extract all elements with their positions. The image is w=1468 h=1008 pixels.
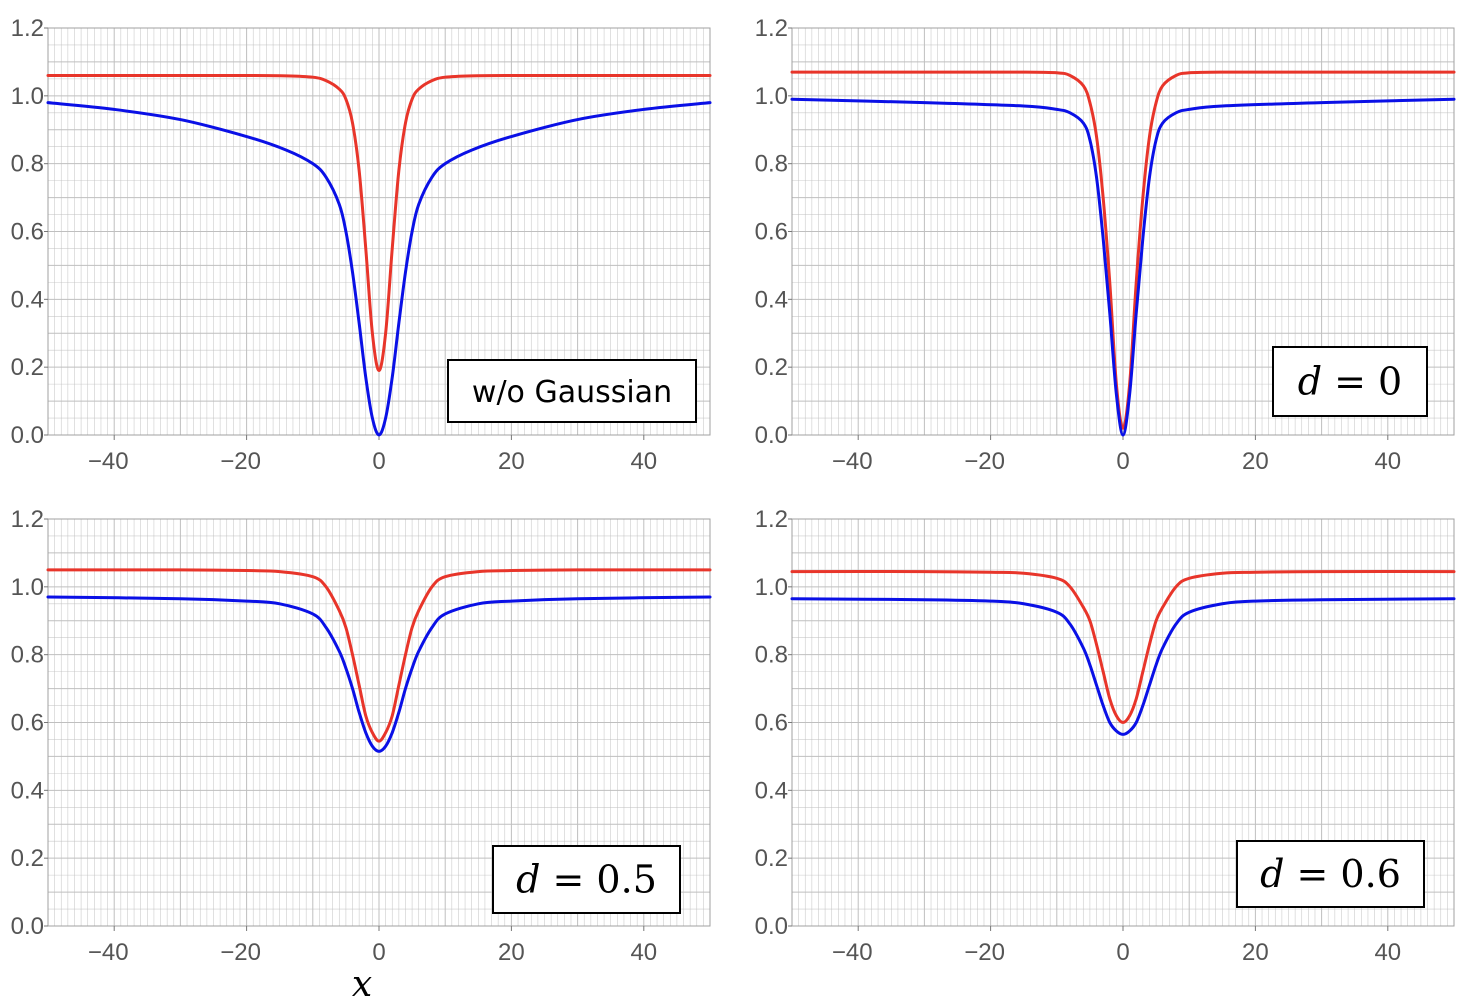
y-tick-label: 0.8: [755, 642, 788, 669]
x-tick-label: −40: [832, 448, 873, 475]
y-tick-label: 0.8: [11, 151, 44, 178]
y-tick-label: 0.2: [755, 354, 788, 381]
y-tick-label: 0.2: [755, 845, 788, 872]
x-tick-label: −20: [964, 448, 1005, 475]
blue-series-line: [46, 595, 712, 753]
y-tick-label: 1.2: [11, 506, 44, 533]
y-tick-label: 0.2: [11, 845, 44, 872]
panel-2: 0.0 0.2 0.4 0.6 0.8 1.0 1.2 −40 −20 0 20 40 d = 0: [755, 15, 1456, 475]
x-tick-label: −40: [88, 939, 129, 966]
x-tick-label: 20: [1242, 939, 1269, 966]
panel-1: 0.0 0.2 0.4 0.6 0.8 1.0 1.2 −40 −20 0 20 40 w/o Gaus…: [11, 15, 712, 475]
annotation-box: [492, 845, 681, 914]
x-tick-label: 0: [1116, 939, 1129, 966]
x-tick-label: −40: [832, 939, 873, 966]
annotation-label: d = 0: [1298, 360, 1403, 404]
x-tick-label: 40: [1374, 939, 1401, 966]
y-tick-label: 0.4: [755, 777, 788, 804]
red-series-line: [46, 73, 712, 373]
y-tick-label: 0.8: [755, 151, 788, 178]
x-tick-label: 40: [630, 939, 657, 966]
y-tick-label: 0.2: [11, 354, 44, 381]
y-tick-label: 0.0: [11, 422, 44, 449]
x-tick-label: −20: [220, 939, 261, 966]
y-tick-label: 0.4: [11, 286, 44, 313]
x-axis-label: x: [352, 964, 372, 1005]
y-tick-label: 1.2: [11, 15, 44, 42]
x-tick-label: 20: [498, 448, 525, 475]
y-tick-label: 0.8: [11, 642, 44, 669]
x-tick-label: 20: [498, 939, 525, 966]
x-tick-label: −20: [964, 939, 1005, 966]
y-tick-label: 0.6: [11, 710, 44, 737]
x-tick-label: −40: [88, 448, 129, 475]
y-tick-label: 0.0: [755, 913, 788, 940]
x-tick-label: 0: [1116, 448, 1129, 475]
panel-4: 0.0 0.2 0.4 0.6 0.8 1.0 1.2 −40 −20 0 20 40 d = 0.6: [755, 506, 1456, 966]
x-tick-label: 20: [1242, 448, 1269, 475]
y-tick-label: 1.0: [755, 574, 788, 601]
grid: [47, 27, 711, 436]
annotation-label: d = 0.5: [516, 858, 657, 902]
x-tick-label: 40: [630, 448, 657, 475]
annotation-label: d = 0.6: [1260, 852, 1401, 896]
y-tick-label: 1.0: [755, 83, 788, 110]
y-tick-label: 0.4: [11, 777, 44, 804]
y-tick-label: 0.6: [755, 219, 788, 246]
y-tick-label: 0.0: [755, 422, 788, 449]
y-tick-label: 1.2: [755, 15, 788, 42]
x-tick-label: −20: [220, 448, 261, 475]
x-tick-label: 40: [1374, 448, 1401, 475]
blue-series-line: [790, 597, 1456, 736]
blue-series-line: [790, 97, 1456, 437]
y-tick-label: 0.0: [11, 913, 44, 940]
annotation-box: [447, 359, 697, 423]
panel-3: 0.0 0.2 0.4 0.6 0.8 1.0 1.2 −40 −20 0 20 40 d = 0.5: [11, 506, 712, 966]
annotation-box: [1236, 840, 1425, 908]
x-tick-label: 0: [372, 939, 385, 966]
annotation-box: [1272, 346, 1428, 417]
x-tick-label: 0: [372, 448, 385, 475]
annotation-label: w/o Gaussian: [472, 375, 672, 410]
y-tick-label: 1.2: [755, 506, 788, 533]
blue-series-line: [46, 101, 712, 437]
red-series-line: [790, 570, 1456, 724]
y-tick-label: 1.0: [11, 83, 44, 110]
red-series-line: [46, 568, 712, 743]
y-tick-label: 1.0: [11, 574, 44, 601]
y-tick-label: 0.4: [755, 286, 788, 313]
y-tick-label: 0.6: [11, 219, 44, 246]
y-tick-label: 0.6: [755, 710, 788, 737]
red-series-line: [790, 70, 1456, 430]
